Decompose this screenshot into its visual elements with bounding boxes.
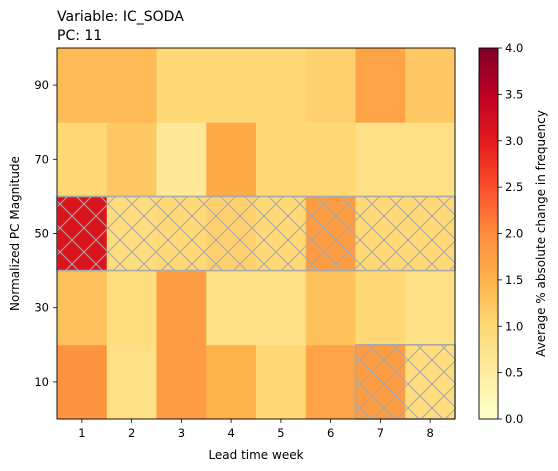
x-tick-label: 8	[426, 426, 433, 440]
heatmap-cell	[156, 48, 207, 123]
colorbar	[478, 47, 499, 420]
heatmap-cell	[256, 344, 307, 420]
heatmap-cell	[305, 48, 356, 123]
y-tick-label: 90	[34, 78, 49, 92]
heatmap-cell	[206, 48, 257, 123]
colorbar-label: Average % absolute change in frequency	[534, 110, 548, 357]
heatmap-cell	[57, 344, 108, 420]
hatched-cell	[156, 196, 207, 271]
x-tick-label: 7	[377, 426, 384, 440]
heatmap-cell	[106, 270, 157, 346]
hatched-cell	[206, 196, 256, 271]
heatmap-cell	[405, 48, 456, 123]
heatmap-cell	[57, 48, 108, 123]
hatched-cell	[355, 344, 406, 419]
colorbar-tick-label: 3.0	[505, 134, 523, 148]
heatmap-cell	[305, 122, 356, 197]
heatmap-cell	[256, 122, 307, 197]
heatmap-cell	[57, 270, 108, 346]
heatmap-cell	[206, 270, 257, 346]
chart-title-line-1: Variable: IC_SODA	[57, 9, 184, 25]
x-tick-label: 2	[128, 426, 135, 440]
heatmap-cell	[156, 270, 207, 346]
colorbar-tick-label: 0.0	[505, 412, 523, 426]
hatched-cell	[405, 344, 455, 419]
hatched-cell	[57, 196, 107, 271]
heatmap-cell	[106, 122, 157, 197]
heatmap-cell	[156, 344, 207, 420]
heatmap-cell	[156, 122, 207, 197]
hatched-regions	[56, 195, 456, 420]
y-tick-label: 10	[34, 375, 49, 389]
hatched-cell	[355, 196, 406, 271]
colorbar-tick-label: 2.5	[505, 180, 523, 194]
colorbar-tick-label: 1.5	[505, 273, 523, 287]
heatmap-cell	[206, 122, 257, 197]
y-tick-label: 50	[34, 227, 49, 241]
colorbar-tick-label: 2.0	[505, 227, 523, 241]
x-tick-label: 3	[178, 426, 185, 440]
hatched-cell	[256, 196, 306, 271]
colorbar-tick-label: 4.0	[505, 41, 523, 55]
heatmap-cell	[256, 48, 307, 123]
heatmap-cell	[57, 122, 108, 197]
heatmap-cell	[256, 270, 307, 346]
heatmap-cell	[206, 344, 257, 420]
heatmap-cell	[405, 122, 456, 197]
y-tick-label: 70	[34, 152, 49, 166]
heatmap-cell	[305, 270, 356, 346]
x-tick-label: 6	[327, 426, 334, 440]
hatched-cell	[106, 196, 157, 271]
heatmap-cell	[355, 122, 406, 197]
x-tick-label: 4	[227, 426, 234, 440]
y-axis-ticks: 10 30 50 70 90	[34, 78, 57, 389]
x-axis-ticks: 1 2 3 4 5 6 7 8	[78, 419, 434, 440]
heatmap-cell	[106, 48, 157, 123]
colorbar-tick-label: 1.0	[505, 319, 523, 333]
chart-title-line-2: PC: 11	[57, 28, 102, 44]
colorbar-tick-label: 0.5	[505, 366, 523, 380]
y-tick-label: 30	[34, 301, 49, 315]
hatched-cell	[305, 196, 356, 271]
x-tick-label: 5	[277, 426, 284, 440]
x-tick-label: 1	[78, 426, 85, 440]
heatmap-cell	[305, 344, 356, 420]
x-axis-label: Lead time week	[208, 448, 303, 462]
hatched-cell	[405, 196, 455, 271]
heatmap-cell	[355, 48, 406, 123]
colorbar-tick-label: 3.5	[505, 87, 523, 101]
colorbar-ticks: 0.0 0.5 1.0 1.5 2.0 2.5 3.0 3.5 4.0	[498, 41, 523, 426]
y-axis-label: Normalized PC Magnitude	[8, 156, 22, 311]
heatmap-cell	[106, 344, 157, 420]
heatmap-cell	[405, 270, 456, 346]
heatmap-cell	[355, 270, 406, 346]
